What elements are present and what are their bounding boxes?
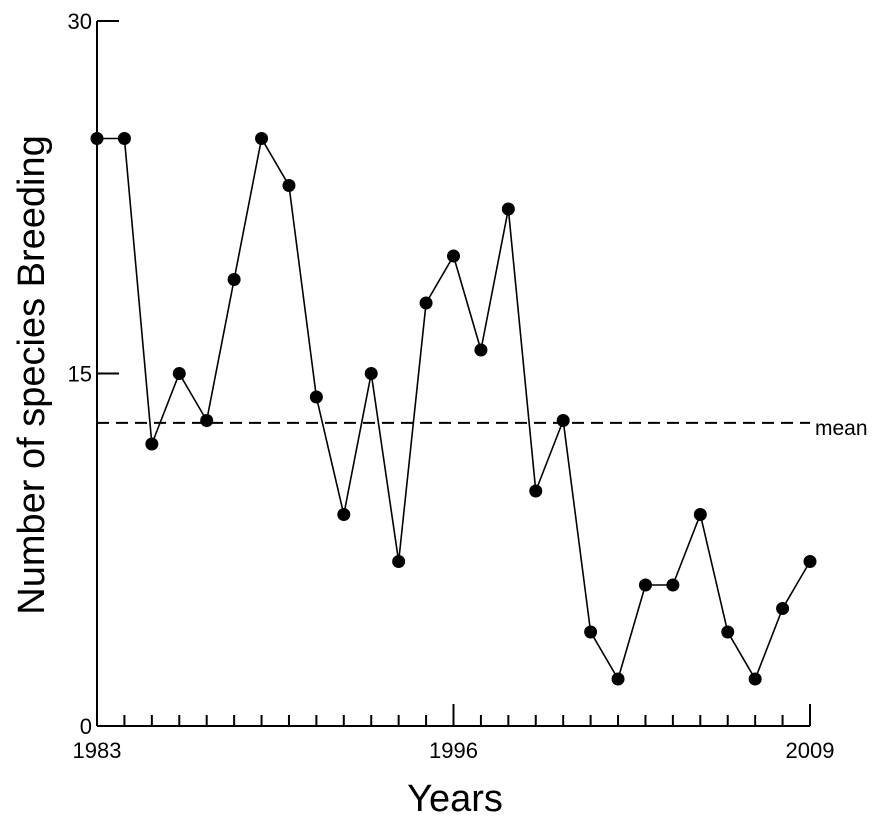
data-point bbox=[776, 602, 790, 615]
data-point bbox=[90, 132, 104, 145]
data-point bbox=[584, 625, 598, 639]
data-point bbox=[803, 555, 817, 568]
data-point bbox=[447, 249, 460, 263]
y-axis-title: Number of species Breeding bbox=[11, 135, 53, 614]
series-group bbox=[90, 132, 817, 686]
data-point bbox=[200, 414, 214, 427]
data-point bbox=[117, 132, 131, 145]
data-point bbox=[638, 578, 652, 592]
y-tick-label: 30 bbox=[68, 9, 92, 34]
data-point bbox=[337, 508, 351, 521]
data-point bbox=[282, 179, 296, 192]
data-point bbox=[419, 296, 433, 310]
x-tick-label: 1983 bbox=[73, 738, 122, 763]
y-tick-label: 0 bbox=[80, 714, 92, 739]
series-line bbox=[97, 136, 811, 682]
mean-reference: mean bbox=[97, 417, 868, 440]
data-point bbox=[227, 273, 241, 286]
data-point bbox=[309, 390, 323, 404]
x-tick-label: 1996 bbox=[429, 738, 478, 763]
data-point bbox=[693, 508, 707, 521]
data-point bbox=[145, 437, 159, 451]
data-point bbox=[666, 578, 680, 592]
ticks: 0 15 30 1983 1996 2009 bbox=[68, 9, 835, 763]
data-point bbox=[529, 484, 543, 498]
data-point bbox=[474, 343, 488, 357]
data-point bbox=[556, 414, 570, 427]
data-point bbox=[255, 132, 269, 145]
data-point bbox=[364, 367, 378, 380]
data-point bbox=[721, 625, 735, 639]
x-tick-label: 2009 bbox=[786, 738, 835, 763]
mean-label: mean bbox=[815, 417, 868, 440]
x-axis-title: Years bbox=[407, 778, 503, 819]
data-point bbox=[611, 672, 625, 686]
data-point bbox=[392, 555, 406, 568]
data-point bbox=[501, 202, 515, 216]
data-point bbox=[748, 672, 762, 686]
data-point bbox=[172, 367, 186, 380]
axes bbox=[96, 21, 810, 727]
y-tick-label: 15 bbox=[68, 362, 92, 387]
